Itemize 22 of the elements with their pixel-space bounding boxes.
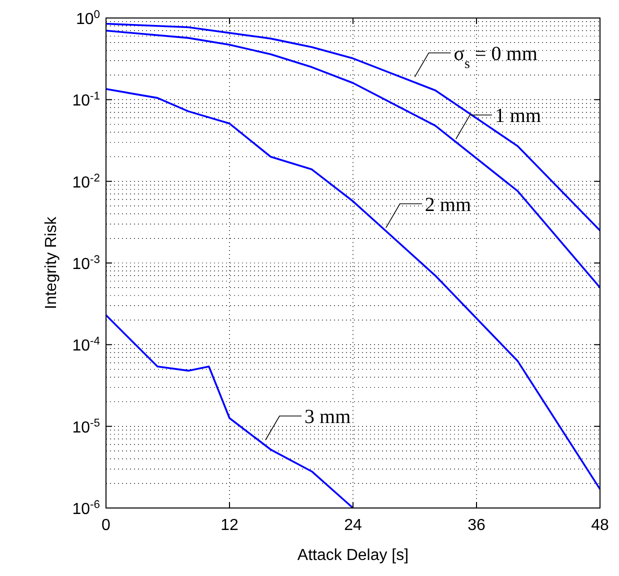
line-series bbox=[105, 30, 601, 288]
x-tick-label: 0 bbox=[102, 517, 111, 534]
x-tick-label: 12 bbox=[220, 517, 238, 534]
y-tick-label: 10$^{-6}$ bbox=[72, 499, 100, 518]
annotation: 3 mm bbox=[304, 406, 352, 428]
y-tick-label: 10$^{-4}$ bbox=[72, 336, 100, 355]
annotation: 2 mm bbox=[424, 194, 472, 216]
x-axis-title: Attack Delay [s] bbox=[297, 547, 409, 564]
y-tick-label: 10$^{-5}$ bbox=[72, 417, 100, 436]
line-series bbox=[105, 88, 601, 490]
y-axis-title: Integrity Risk bbox=[43, 216, 60, 310]
annotation: 1 mm bbox=[494, 104, 542, 127]
x-tick-label: 36 bbox=[468, 517, 486, 534]
y-tick-label: 10$^{-1}$ bbox=[72, 90, 100, 110]
x-tick-label: 24 bbox=[344, 517, 362, 534]
y-tick-label: 10$^{-2}$ bbox=[72, 172, 100, 192]
x-tick-label: 48 bbox=[591, 517, 609, 534]
line-series bbox=[105, 22, 601, 232]
y-tick-label: 10$^{0}$ bbox=[76, 9, 100, 28]
y-tick-label: 10$^{-3}$ bbox=[72, 254, 100, 273]
annotation: σ$_{s}$ = 0 mm bbox=[454, 42, 538, 72]
line-series bbox=[105, 314, 354, 509]
